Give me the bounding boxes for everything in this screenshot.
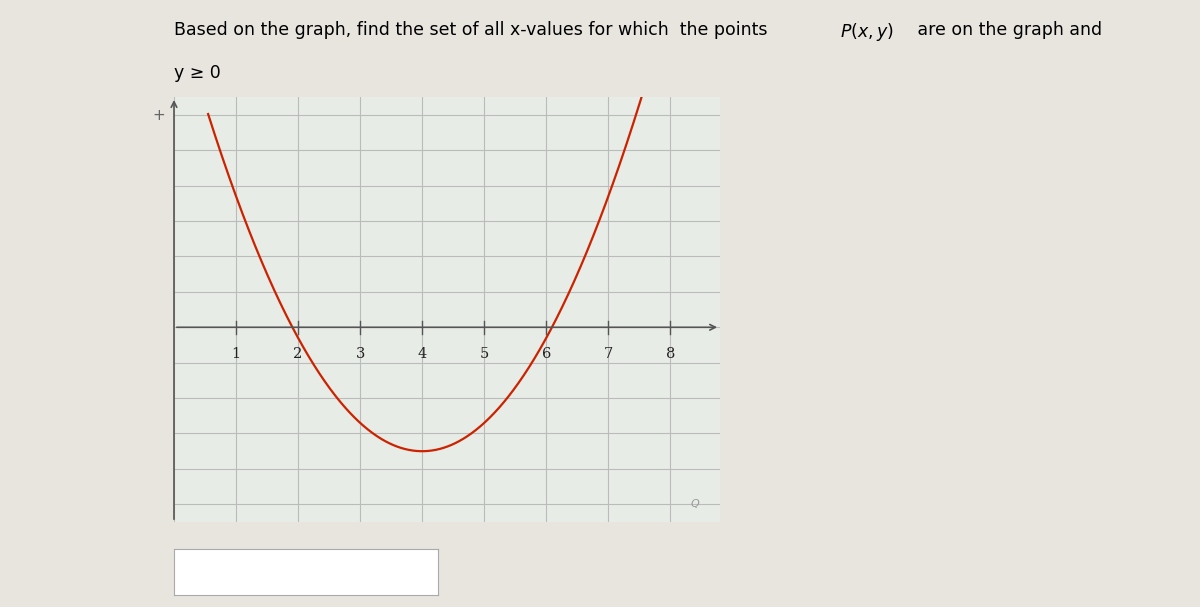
Text: $P(x, y)$: $P(x, y)$ [840,21,894,43]
Text: 4: 4 [418,347,427,361]
Text: 2: 2 [294,347,302,361]
Text: 1: 1 [232,347,241,361]
Text: are on the graph and: are on the graph and [912,21,1102,39]
Text: 7: 7 [604,347,613,361]
Text: +: + [152,108,164,123]
Text: y ≥ 0: y ≥ 0 [174,64,221,82]
Text: 5: 5 [480,347,488,361]
Text: Based on the graph, find the set of all x-values for which  the points: Based on the graph, find the set of all … [174,21,773,39]
Text: Q: Q [691,500,700,509]
Text: 6: 6 [541,347,551,361]
Text: 3: 3 [355,347,365,361]
Text: 8: 8 [666,347,676,361]
